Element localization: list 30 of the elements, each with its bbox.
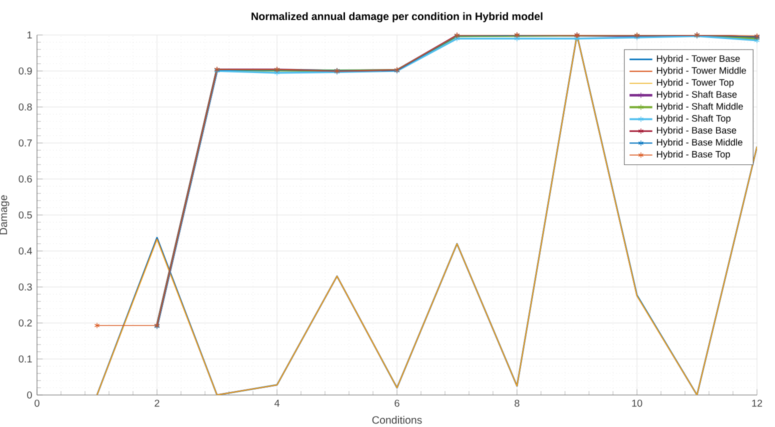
- y-tick-label: 1: [27, 32, 32, 38]
- legend-label: Hybrid - Tower Middle: [656, 66, 746, 76]
- y-tick-label: 0.6: [18, 175, 32, 183]
- x-tick-label: 6: [394, 400, 400, 407]
- legend-label: Hybrid - Shaft Base: [656, 90, 737, 100]
- y-tick-label: 0.1: [18, 355, 32, 363]
- y-tick-label: 0.2: [18, 319, 32, 327]
- y-axis-title: Damage: [0, 195, 10, 234]
- legend-label: Hybrid - Tower Base: [656, 54, 740, 64]
- x-tick-label: 4: [274, 400, 280, 407]
- y-tick-label: 0.9: [18, 67, 32, 75]
- legend-label: Hybrid - Base Base: [656, 126, 736, 136]
- y-tick-label: 0.7: [18, 139, 32, 147]
- x-axis-title: Conditions: [372, 416, 422, 424]
- legend-label: Hybrid - Base Middle: [656, 138, 742, 148]
- y-tick-label: 0.4: [18, 247, 32, 255]
- legend-label: Hybrid - Base Top: [656, 150, 730, 160]
- y-tick-label: 0: [27, 391, 32, 399]
- x-tick-label: 0: [34, 400, 40, 407]
- y-tick-label: 0.5: [18, 211, 32, 219]
- x-tick-label: 2: [154, 400, 160, 407]
- chart-title: Normalized annual damage per condition in Hybrid model: [252, 12, 542, 22]
- legend-label: Hybrid - Tower Top: [656, 78, 734, 88]
- x-tick-label: 8: [514, 400, 520, 407]
- y-tick-label: 0.3: [18, 283, 32, 291]
- x-tick-label: 10: [632, 400, 642, 407]
- legend-label: Hybrid - Shaft Top: [656, 114, 731, 124]
- legend-label: Hybrid - Shaft Middle: [656, 102, 743, 112]
- x-tick-label: 12: [752, 400, 762, 407]
- y-tick-label: 0.8: [18, 103, 32, 111]
